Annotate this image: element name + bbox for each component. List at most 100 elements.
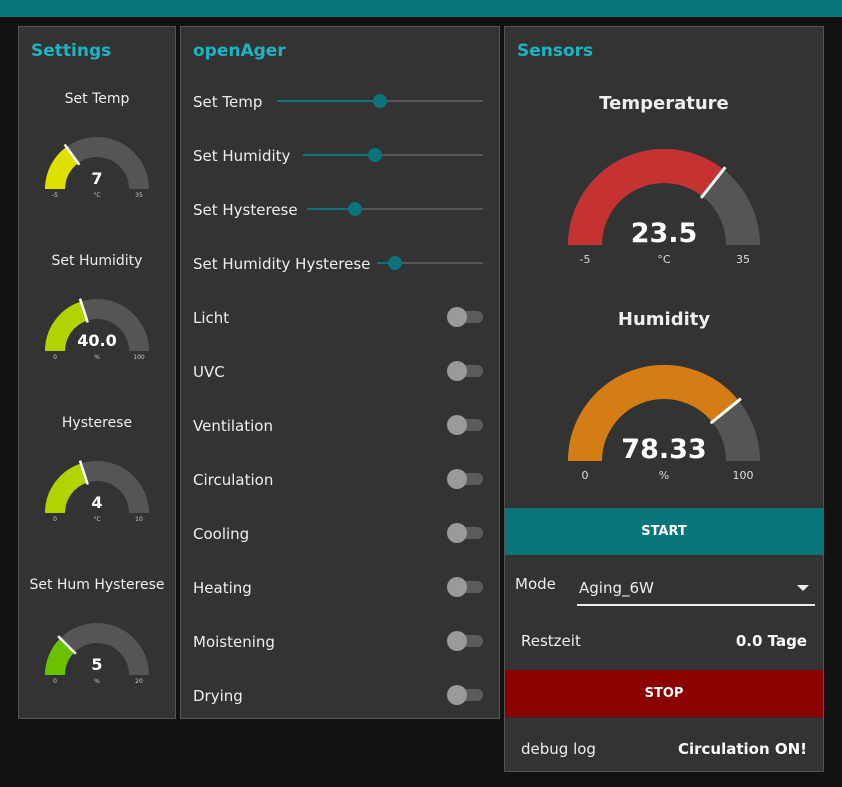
- gauge-max: 35: [135, 192, 143, 199]
- slider-fill: [277, 100, 380, 102]
- settings-title: Settings: [31, 41, 112, 61]
- slider-fill: [307, 208, 355, 210]
- gauge-unit: %: [94, 678, 100, 685]
- gauge-min: 0: [53, 354, 57, 361]
- gauge-unit: °C: [93, 516, 100, 523]
- humidity-unit: %: [659, 469, 669, 482]
- gauge-max: 100: [133, 354, 145, 361]
- set-humidity-gauge: Set Humidity 40.0 % 0 100: [19, 253, 175, 403]
- humidity-min: 0: [582, 469, 589, 482]
- set-temp-slider[interactable]: [277, 94, 483, 108]
- gauge-label: Hysterese: [61, 415, 133, 431]
- cooling-toggle[interactable]: [447, 523, 483, 543]
- gauge-min: -5: [52, 192, 58, 199]
- slider-fill: [303, 154, 375, 156]
- toggle-knob: [447, 577, 467, 597]
- gauge-value: 7: [91, 169, 102, 188]
- mode-label: Mode: [515, 575, 556, 593]
- moistening-toggle[interactable]: [447, 631, 483, 651]
- restzeit-label: Restzeit: [521, 632, 581, 650]
- temperature-unit: °C: [657, 253, 671, 266]
- slider-thumb[interactable]: [373, 94, 387, 108]
- temperature-title: Temperature: [599, 93, 729, 114]
- switch-label-ventilation: Ventilation: [193, 417, 273, 435]
- top-header-bar: [0, 0, 842, 17]
- set-humidity-slider[interactable]: [303, 148, 483, 162]
- hysterese-gauge: Hysterese 4 °C 0 10: [19, 415, 175, 565]
- gauge-min: 0: [53, 678, 57, 685]
- switch-label-cooling: Cooling: [193, 525, 250, 543]
- gauge-dial: 7 °C -5 35: [45, 137, 149, 199]
- stop-button[interactable]: STOP: [505, 670, 823, 717]
- openager-card: openAger Set Temp Set Humidity Set Hyste…: [180, 26, 500, 719]
- start-button[interactable]: START: [505, 508, 823, 555]
- slider-thumb[interactable]: [347, 202, 362, 216]
- temperature-gauge: 23.5 °C -5 35: [568, 149, 760, 266]
- slider-label-set-temp: Set Temp: [193, 93, 263, 111]
- switch-label-licht: Licht: [193, 309, 230, 327]
- set-humidity-hysterese-slider[interactable]: [377, 256, 483, 270]
- chevron-down-icon[interactable]: [797, 585, 809, 591]
- gauge-label: Set Humidity: [51, 253, 143, 269]
- slider-track: [303, 154, 483, 156]
- heating-toggle[interactable]: [447, 577, 483, 597]
- slider-thumb[interactable]: [388, 256, 403, 270]
- slider-label-set-hysterese: Set Hysterese: [193, 201, 298, 219]
- temperature-max: 35: [736, 253, 750, 266]
- switch-label-moistening: Moistening: [193, 633, 275, 651]
- toggle-knob: [447, 469, 467, 489]
- circulation-toggle[interactable]: [447, 469, 483, 489]
- humidity-max: 100: [733, 469, 754, 482]
- gauge-min: 0: [53, 516, 57, 523]
- temperature-min: -5: [580, 253, 591, 266]
- slider-label-set-humidity: Set Humidity: [193, 147, 291, 165]
- gauge-label: Set Temp: [64, 91, 130, 107]
- ventilation-toggle[interactable]: [447, 415, 483, 435]
- toggle-knob: [447, 415, 467, 435]
- drying-toggle[interactable]: [447, 685, 483, 705]
- gauge-max: 20: [135, 678, 143, 685]
- slider-fill: [377, 262, 396, 264]
- slider-track: [377, 262, 483, 264]
- gauge-value: 5: [91, 655, 102, 674]
- gauge-unit: %: [94, 354, 100, 361]
- slider-track: [307, 208, 483, 210]
- humidity-value: 78.33: [621, 434, 706, 465]
- gauge-unit: °C: [93, 192, 100, 199]
- gauge-dial: 5 % 0 20: [45, 623, 149, 685]
- gauge-max: 10: [135, 516, 143, 523]
- set-hum-hysterese-gauge: Set Hum Hysterese 5 % 0 20: [19, 577, 175, 727]
- mode-selected-value: Aging_6W: [579, 579, 654, 597]
- switch-label-uvc: UVC: [193, 363, 225, 381]
- debug-log-label: debug log: [521, 740, 596, 758]
- toggle-knob: [447, 361, 467, 381]
- toggle-knob: [447, 631, 467, 651]
- mode-dropdown[interactable]: Aging_6W: [577, 573, 815, 606]
- set-temp-gauge: Set Temp 7 °C -5 35: [19, 91, 175, 241]
- temperature-value: 23.5: [631, 218, 698, 249]
- switch-label-drying: Drying: [193, 687, 243, 705]
- toggle-knob: [447, 523, 467, 543]
- humidity-title: Humidity: [617, 309, 711, 330]
- sensors-title: Sensors: [517, 41, 594, 61]
- gauge-value: 4: [91, 493, 102, 512]
- gauge-dial: 40.0 % 0 100: [45, 298, 149, 361]
- slider-thumb[interactable]: [368, 148, 382, 162]
- toggle-knob: [447, 685, 467, 705]
- switch-label-circulation: Circulation: [193, 471, 274, 489]
- openager-title: openAger: [193, 41, 286, 61]
- gauge-dial: 4 °C 0 10: [45, 460, 149, 523]
- sensors-card: Sensors Temperature 23.5 °C -5 35 Humidi…: [504, 26, 824, 772]
- gauge-label: Set Hum Hysterese: [29, 577, 165, 593]
- set-hysterese-slider[interactable]: [307, 202, 483, 216]
- licht-toggle[interactable]: [447, 307, 483, 327]
- humidity-gauge: 78.33 % 0 100: [568, 365, 760, 482]
- debug-log-value: Circulation ON!: [677, 740, 807, 758]
- slider-label-set-humidity-hysterese: Set Humidity Hysterese: [193, 255, 371, 273]
- toggle-knob: [447, 307, 467, 327]
- restzeit-value: 0.0 Tage: [735, 632, 807, 650]
- switch-label-heating: Heating: [193, 579, 252, 597]
- uvc-toggle[interactable]: [447, 361, 483, 381]
- gauge-value: 40.0: [77, 331, 116, 350]
- settings-card: Settings Set Temp 7 °C -5 35 Set Humidit…: [18, 26, 176, 719]
